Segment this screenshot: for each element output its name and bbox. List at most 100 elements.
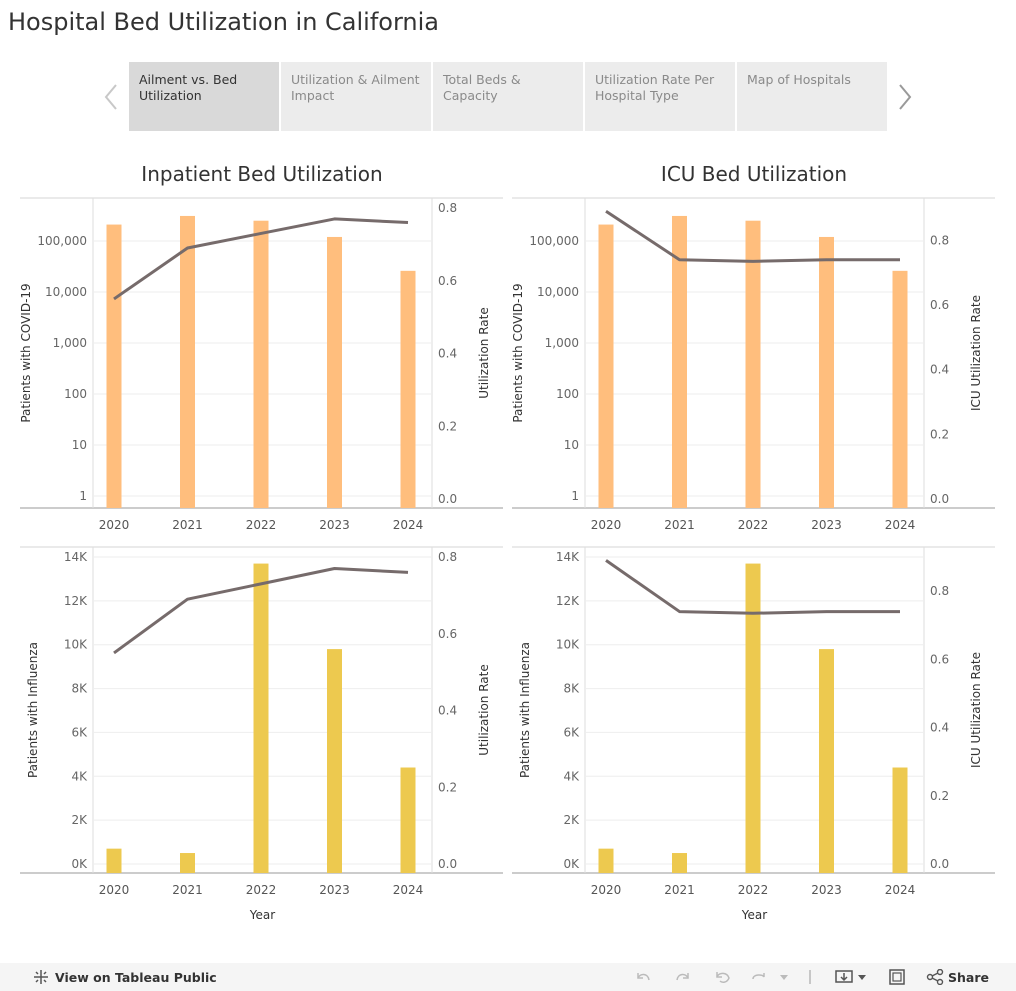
inpatient-covid-bar-2022 — [253, 220, 269, 508]
inpatient-covid-left-tick-label: 10,000 — [45, 285, 87, 299]
tableau-logo-icon — [34, 970, 48, 984]
icu-flu-left-tick-label: 0K — [563, 857, 580, 871]
inpatient-covid-left-tick-label: 100,000 — [37, 234, 87, 248]
inpatient-covid-right-tick-label: 0.0 — [438, 492, 457, 506]
icu-covid-x-tick-label: 2024 — [885, 518, 916, 532]
icu-flu-right-tick-label: 0.4 — [930, 721, 949, 735]
inpatient-flu-left-tick-label: 14K — [64, 550, 88, 564]
inpatient-covid-x-tick-label: 2020 — [99, 518, 130, 532]
revert-icon[interactable] — [714, 969, 732, 985]
inpatient-flu-right-axis-title: Utilization Rate — [477, 664, 491, 755]
icu-flu-left-tick-label: 12K — [556, 594, 580, 608]
inpatient-covid-right-tick-label: 0.8 — [438, 201, 457, 215]
icu-covid-bar-2023 — [819, 236, 834, 508]
download-icon[interactable] — [834, 969, 868, 985]
icu-flu-left-tick-label: 8K — [563, 682, 580, 696]
inpatient-flu-bar-2023 — [327, 649, 342, 873]
icu-covid-left-tick-label: 10,000 — [537, 285, 579, 299]
inpatient-covid-x-tick-label: 2024 — [393, 518, 424, 532]
icu-covid-right-tick-label: 0.8 — [930, 233, 949, 247]
tab-map-of-hospitals[interactable]: Map of Hospitals — [737, 62, 887, 131]
inpatient-panel-title: Inpatient Bed Utilization — [141, 162, 383, 186]
icu-covid-right-tick-label: 0.0 — [930, 492, 949, 506]
icu-covid-left-tick-label: 100,000 — [529, 234, 579, 248]
share-label[interactable]: Share — [948, 970, 989, 985]
inpatient-flu-left-tick-label: 0K — [71, 857, 88, 871]
fullscreen-icon[interactable] — [888, 969, 906, 985]
icu-covid-x-tick-label: 2022 — [738, 518, 769, 532]
inpatient-flu-x-tick-label: 2022 — [246, 883, 277, 897]
inpatient-covid-right-axis-title: Utilization Rate — [477, 307, 491, 398]
inpatient-flu-x-tick-label: 2024 — [393, 883, 424, 897]
share-icon[interactable] — [926, 969, 944, 985]
icu-flu-right-axis-title: ICU Utilization Rate — [969, 652, 983, 768]
inpatient-covid-bar-2024 — [400, 270, 416, 508]
inpatient-covid-right-tick-label: 0.2 — [438, 419, 457, 433]
view-on-tableau-link[interactable]: View on Tableau Public — [33, 969, 217, 985]
inpatient-flu-left-tick-label: 6K — [71, 725, 88, 739]
icu-flu-x-axis-title: Year — [741, 908, 767, 922]
inpatient-covid-x-tick-label: 2021 — [172, 518, 203, 532]
inpatient-flu-bar-2020 — [106, 848, 122, 873]
icu-covid-left-tick-label: 100 — [556, 387, 579, 401]
icu-panel-title: ICU Bed Utilization — [660, 162, 848, 186]
inpatient-covid-x-tick-label: 2023 — [319, 518, 350, 532]
redo-icon[interactable] — [674, 969, 692, 985]
icu-covid-right-tick-label: 0.4 — [930, 363, 949, 377]
inpatient-covid-bar-2021 — [180, 215, 195, 508]
tab-utilization-rate-hospital-type[interactable]: Utilization Rate Per Hospital Type — [585, 62, 735, 131]
icu-flu-bar-2022 — [745, 563, 761, 873]
icu-covid-left-axis-title: Patients with COVID-19 — [511, 283, 525, 422]
tab-utilization-ailment-impact[interactable]: Utilization & Ailment Impact — [281, 62, 431, 131]
icu-flu-left-tick-label: 10K — [556, 638, 580, 652]
icu-covid-bar-2021 — [672, 215, 687, 508]
icu-covid-bar-2020 — [598, 224, 614, 508]
icu-flu-left-tick-label: 6K — [563, 725, 580, 739]
view-on-tableau-label: View on Tableau Public — [55, 969, 217, 985]
inpatient-flu-x-tick-label: 2020 — [99, 883, 130, 897]
icu-covid-left-tick-label: 1,000 — [545, 336, 579, 350]
inpatient-flu-left-axis-title: Patients with Influenza — [26, 642, 40, 778]
tabs-prev-arrow-icon[interactable] — [102, 82, 120, 112]
tab-ailment-vs-bed-utilization[interactable]: Ailment vs. Bed Utilization — [129, 62, 279, 131]
inpatient-flu-x-tick-label: 2023 — [319, 883, 350, 897]
tab-total-beds-capacity[interactable]: Total Beds & Capacity — [433, 62, 583, 131]
inpatient-flu-right-tick-label: 0.2 — [438, 780, 457, 794]
undo-icon[interactable] — [634, 969, 652, 985]
inpatient-flu-left-tick-label: 10K — [64, 638, 88, 652]
inpatient-covid-left-tick-label: 1,000 — [53, 336, 87, 350]
inpatient-covid-bar-2020 — [106, 224, 122, 508]
icu-covid-x-tick-label: 2020 — [591, 518, 622, 532]
inpatient-flu-x-tick-label: 2021 — [172, 883, 203, 897]
inpatient-flu-x-axis-title: Year — [249, 908, 275, 922]
inpatient-covid-right-tick-label: 0.4 — [438, 347, 457, 361]
inpatient-covid-bar-2023 — [327, 236, 342, 508]
icu-covid-right-axis-title: ICU Utilization Rate — [969, 295, 983, 411]
icu-flu-x-tick-label: 2023 — [811, 883, 842, 897]
toolbar-divider — [809, 970, 811, 984]
icu-covid-bar-2024 — [892, 270, 908, 508]
refresh-dropdown-icon[interactable] — [750, 969, 792, 985]
inpatient-flu-right-tick-label: 0.4 — [438, 704, 457, 718]
tabs-next-arrow-icon[interactable] — [896, 82, 914, 112]
icu-covid-utilization-line — [605, 209, 900, 263]
inpatient-flu-left-tick-label: 8K — [71, 682, 88, 696]
inpatient-covid-utilization-line — [113, 217, 409, 301]
icu-flu-right-tick-label: 0.6 — [930, 652, 949, 666]
icu-covid-x-tick-label: 2023 — [811, 518, 842, 532]
inpatient-covid-right-tick-label: 0.6 — [438, 274, 457, 288]
inpatient-flu-bar-2024 — [400, 767, 416, 873]
icu-covid-x-tick-label: 2021 — [664, 518, 695, 532]
icu-flu-left-tick-label: 14K — [556, 550, 580, 564]
inpatient-flu-right-tick-label: 0.6 — [438, 627, 457, 641]
inpatient-covid-left-tick-label: 100 — [64, 387, 87, 401]
inpatient-covid-left-tick-label: 1 — [79, 489, 87, 503]
icu-flu-right-tick-label: 0.8 — [930, 584, 949, 598]
icu-flu-x-tick-label: 2021 — [664, 883, 695, 897]
icu-covid-right-tick-label: 0.6 — [930, 298, 949, 312]
inpatient-flu-utilization-line — [113, 567, 409, 655]
icu-flu-left-tick-label: 4K — [563, 769, 580, 783]
inpatient-covid-left-axis-title: Patients with COVID-19 — [19, 283, 33, 422]
inpatient-flu-bar-2021 — [180, 853, 195, 873]
